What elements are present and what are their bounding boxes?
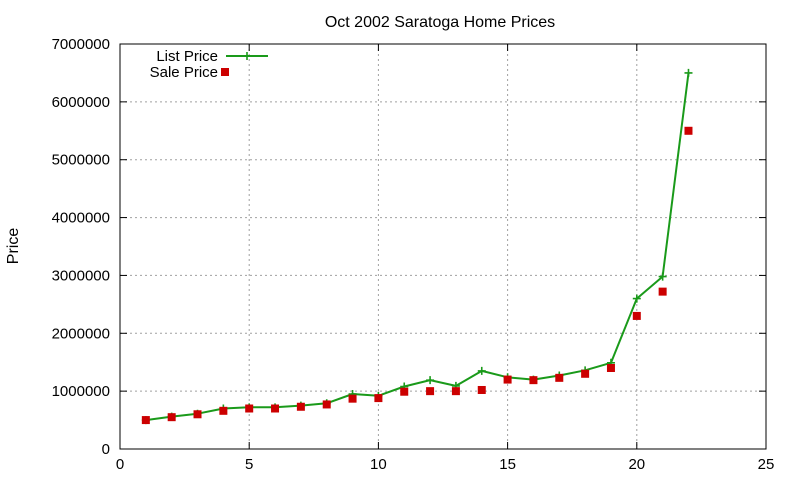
data-point <box>503 375 512 384</box>
data-point <box>426 376 435 385</box>
legend-item: Sale Price <box>150 64 229 81</box>
x-tick-label: 10 <box>370 456 387 473</box>
data-point <box>477 366 486 375</box>
data-point <box>219 406 228 415</box>
y-tick-label: 2000000 <box>52 325 110 342</box>
x-tick-label: 25 <box>758 456 775 473</box>
legend-label: Sale Price <box>150 64 218 81</box>
series-line <box>145 72 690 422</box>
legend-item: List Price <box>156 48 268 65</box>
y-tick-label: 3000000 <box>52 267 110 284</box>
data-point <box>348 394 357 403</box>
data-point <box>426 387 435 396</box>
y-tick-label: 7000000 <box>52 36 110 53</box>
y-tick-label: 0 <box>102 441 110 458</box>
series-layer <box>141 68 693 425</box>
data-point <box>658 287 667 296</box>
y-tick-label: 1000000 <box>52 383 110 400</box>
x-tick-label: 20 <box>628 456 645 473</box>
data-point <box>632 294 641 303</box>
chart-title: Oct 2002 Saratoga Home Prices <box>325 14 555 31</box>
data-point <box>451 387 460 396</box>
data-point <box>322 400 331 409</box>
grid <box>120 44 766 449</box>
data-point <box>529 376 538 385</box>
data-point <box>296 402 305 411</box>
data-point <box>167 413 176 422</box>
y-axis-label: Price <box>5 228 22 265</box>
data-point <box>141 416 150 425</box>
y-tick-label: 6000000 <box>52 94 110 111</box>
data-point <box>555 373 564 382</box>
data-point <box>658 272 667 281</box>
data-point <box>684 68 693 77</box>
data-point <box>245 404 254 413</box>
plot-frame <box>119 43 767 450</box>
data-point <box>193 410 202 419</box>
y-tick-label: 5000000 <box>52 152 110 169</box>
legend-marker <box>221 68 229 76</box>
data-point <box>271 404 280 413</box>
data-point <box>477 385 486 394</box>
y-tick-label: 4000000 <box>52 210 110 227</box>
axis-ticks: 0 5 10 15 20 25 0 1000000 2000000 3000000 4000000 5… <box>52 36 775 473</box>
legend-label: List Price <box>156 48 218 65</box>
data-point <box>400 387 409 396</box>
series-2 <box>141 126 693 425</box>
legend-marker <box>243 52 251 60</box>
x-tick-label: 5 <box>245 456 253 473</box>
data-point <box>581 369 590 378</box>
x-tick-label: 0 <box>116 456 124 473</box>
data-point <box>374 394 383 403</box>
data-point <box>606 364 615 372</box>
x-tick-label: 15 <box>499 456 516 473</box>
data-point <box>632 311 641 320</box>
data-point <box>684 126 693 135</box>
